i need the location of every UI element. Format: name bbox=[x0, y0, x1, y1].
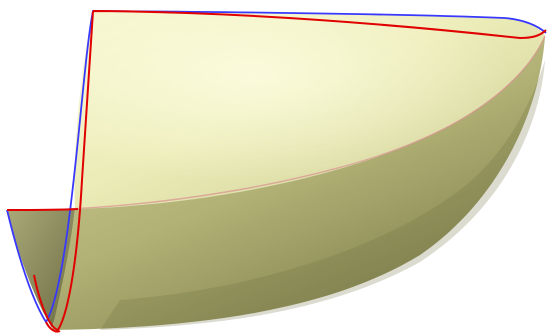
surface-outer-face bbox=[52, 36, 545, 330]
surface-seam-line bbox=[6, 35, 546, 211]
red-edge-curve bbox=[6, 10, 547, 332]
surface-left-flap bbox=[7, 209, 75, 328]
surface-inner-glow bbox=[74, 11, 545, 209]
red-tip-accent bbox=[45, 321, 61, 333]
blue-edge-curve bbox=[6, 10, 547, 324]
surface-outer-shade bbox=[100, 60, 545, 330]
